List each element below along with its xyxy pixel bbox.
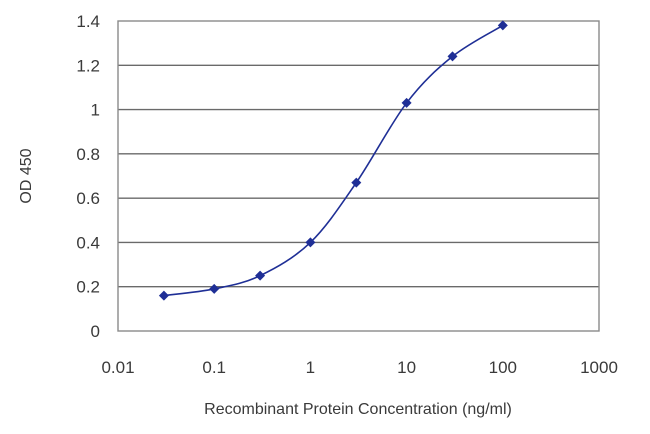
x-tick-label: 1 xyxy=(306,358,315,377)
y-tick-label: 1.2 xyxy=(76,56,100,75)
fitted-curve-line xyxy=(163,24,504,297)
x-tick-label: 0.01 xyxy=(101,358,134,377)
data-point-diamond xyxy=(209,283,220,294)
data-points xyxy=(158,20,508,301)
plot-area-frame xyxy=(117,20,600,332)
y-axis-label: OD 450 xyxy=(18,148,35,203)
data-point-diamond xyxy=(351,177,362,188)
y-tick-label: 0.4 xyxy=(76,233,100,252)
x-tick-label: 100 xyxy=(489,358,517,377)
y-tick-label: 0.2 xyxy=(76,278,100,297)
x-axis-tick-labels: 0.01 0.1 1 10 100 1000 xyxy=(101,358,617,377)
data-point-diamond xyxy=(158,290,169,301)
x-tick-label: 0.1 xyxy=(202,358,226,377)
fitted-curve-layer xyxy=(163,24,504,297)
y-tick-label: 1.4 xyxy=(76,12,100,31)
data-point-diamond xyxy=(255,270,266,281)
grid xyxy=(118,64,599,288)
y-tick-label: 0.6 xyxy=(76,189,100,208)
y-tick-label: 1 xyxy=(91,101,100,120)
y-tick-label: 0.8 xyxy=(76,145,100,164)
y-axis-tick-labels: 0 0.2 0.4 0.6 0.8 1 1.2 1.4 xyxy=(76,12,100,341)
data-point-diamond xyxy=(305,237,316,248)
x-tick-label: 10 xyxy=(397,358,416,377)
data-point-diamond xyxy=(447,51,458,62)
data-point-diamond xyxy=(401,97,412,108)
data-point-diamond xyxy=(497,20,508,31)
x-axis-label: Recombinant Protein Concentration (ng/ml… xyxy=(204,401,512,418)
y-tick-label: 0 xyxy=(91,322,100,341)
x-tick-label: 1000 xyxy=(580,358,618,377)
